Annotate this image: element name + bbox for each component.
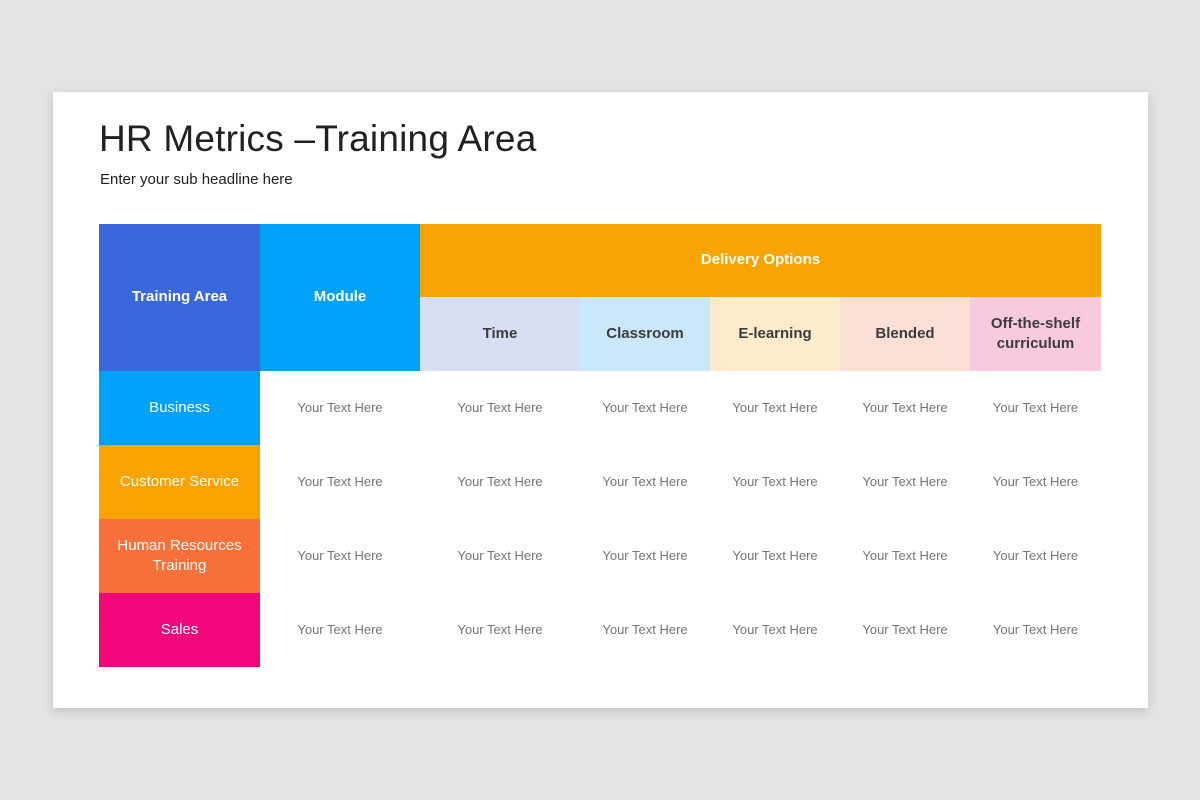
placeholder-cell: Your Text Here: [840, 519, 970, 593]
placeholder-cell: Your Text Here: [260, 593, 420, 667]
placeholder-cell: Your Text Here: [420, 519, 580, 593]
placeholder-cell: Your Text Here: [580, 593, 710, 667]
placeholder-cell: Your Text Here: [580, 371, 710, 445]
row-label-human-resources-training: Human Resources Training: [99, 519, 260, 593]
placeholder-cell: Your Text Here: [420, 445, 580, 519]
placeholder-cell: Your Text Here: [840, 371, 970, 445]
placeholder-cell: Your Text Here: [580, 519, 710, 593]
slide-card: HR Metrics –Training Area Enter your sub…: [53, 92, 1148, 708]
row-label-business: Business: [99, 371, 260, 445]
placeholder-cell: Your Text Here: [710, 519, 840, 593]
placeholder-cell: Your Text Here: [840, 445, 970, 519]
row-label-customer-service: Customer Service: [99, 445, 260, 519]
placeholder-cell: Your Text Here: [260, 371, 420, 445]
placeholder-cell: Your Text Here: [420, 593, 580, 667]
placeholder-cell: Your Text Here: [970, 371, 1101, 445]
training-metrics-table: Training Area Module Delivery Options Ti…: [99, 224, 1101, 667]
placeholder-cell: Your Text Here: [970, 593, 1101, 667]
header-time: Time: [420, 297, 580, 371]
placeholder-cell: Your Text Here: [260, 445, 420, 519]
placeholder-cell: Your Text Here: [580, 445, 710, 519]
header-blended: Blended: [840, 297, 970, 371]
placeholder-cell: Your Text Here: [970, 519, 1101, 593]
header-classroom: Classroom: [580, 297, 710, 371]
page-subtitle: Enter your sub headline here: [100, 171, 293, 188]
header-elearning: E-learning: [710, 297, 840, 371]
header-module: Module: [260, 224, 420, 371]
row-label-sales: Sales: [99, 593, 260, 667]
header-training-area: Training Area: [99, 224, 260, 371]
placeholder-cell: Your Text Here: [710, 371, 840, 445]
placeholder-cell: Your Text Here: [970, 445, 1101, 519]
placeholder-cell: Your Text Here: [710, 593, 840, 667]
placeholder-cell: Your Text Here: [710, 445, 840, 519]
placeholder-cell: Your Text Here: [840, 593, 970, 667]
page-title: HR Metrics –Training Area: [99, 118, 537, 159]
placeholder-cell: Your Text Here: [260, 519, 420, 593]
header-off-the-shelf: Off-the-shelf curriculum: [970, 297, 1101, 371]
header-delivery-options: Delivery Options: [420, 224, 1101, 297]
placeholder-cell: Your Text Here: [420, 371, 580, 445]
